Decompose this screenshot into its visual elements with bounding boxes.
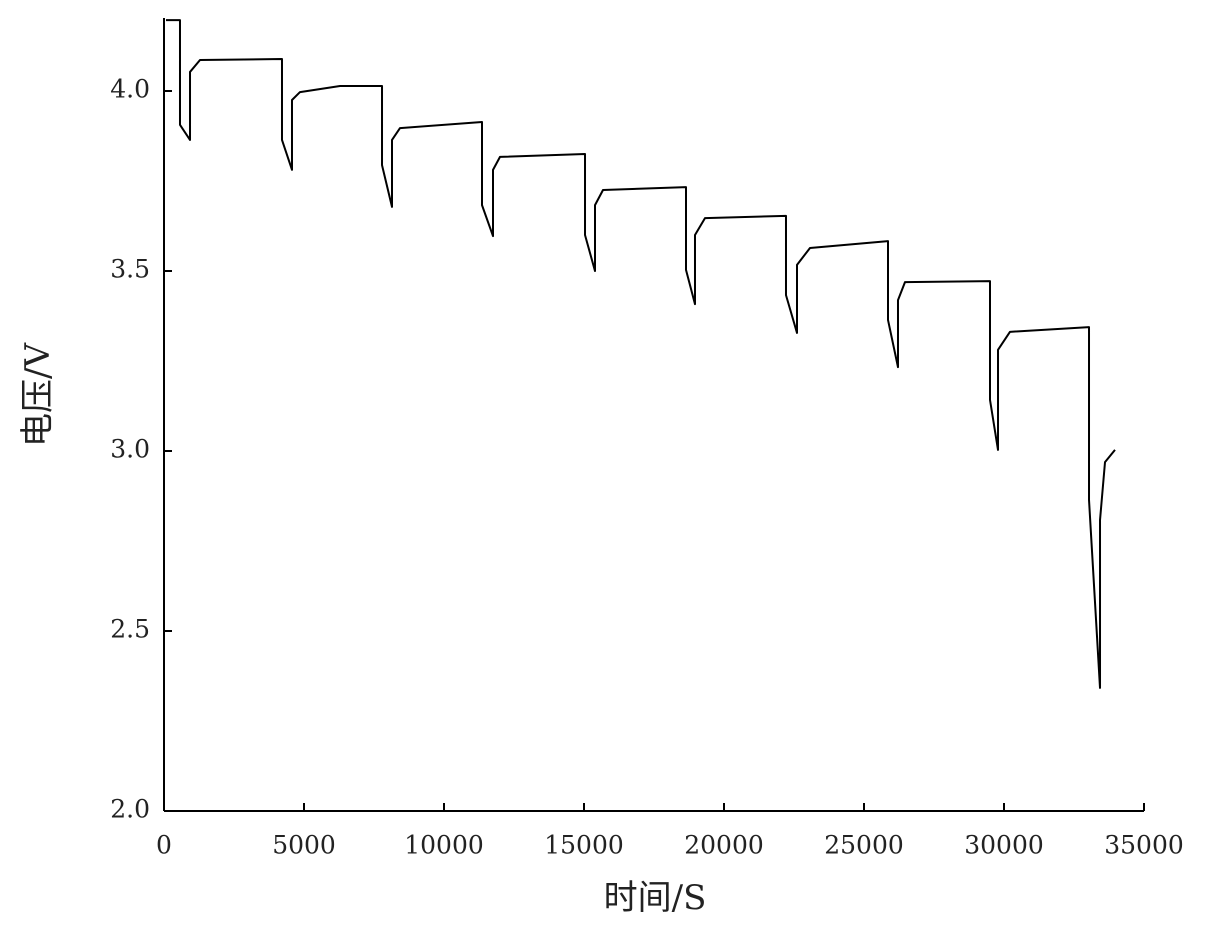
y-tick-label: 4.0: [110, 75, 150, 104]
x-tick-label: 35000: [1104, 831, 1184, 860]
y-tick-label: 3.5: [110, 255, 150, 284]
x-tick-label: 15000: [544, 831, 624, 860]
y-tick-label: 3.0: [110, 435, 150, 464]
data-line: [165, 19, 1116, 689]
x-tick-label: 25000: [824, 831, 904, 860]
x-tick-label: 30000: [964, 831, 1044, 860]
x-tick-label: 5000: [272, 831, 336, 860]
x-axis-title: 时间/S: [604, 878, 707, 918]
y-tick-label: 2.5: [110, 615, 150, 644]
x-tick-label: 0: [156, 831, 172, 860]
y-tick-label: 2.0: [110, 795, 150, 824]
x-tick-label: 10000: [404, 831, 484, 860]
x-tick-label: 20000: [684, 831, 764, 860]
y-axis-title: 电压/V: [18, 342, 58, 447]
